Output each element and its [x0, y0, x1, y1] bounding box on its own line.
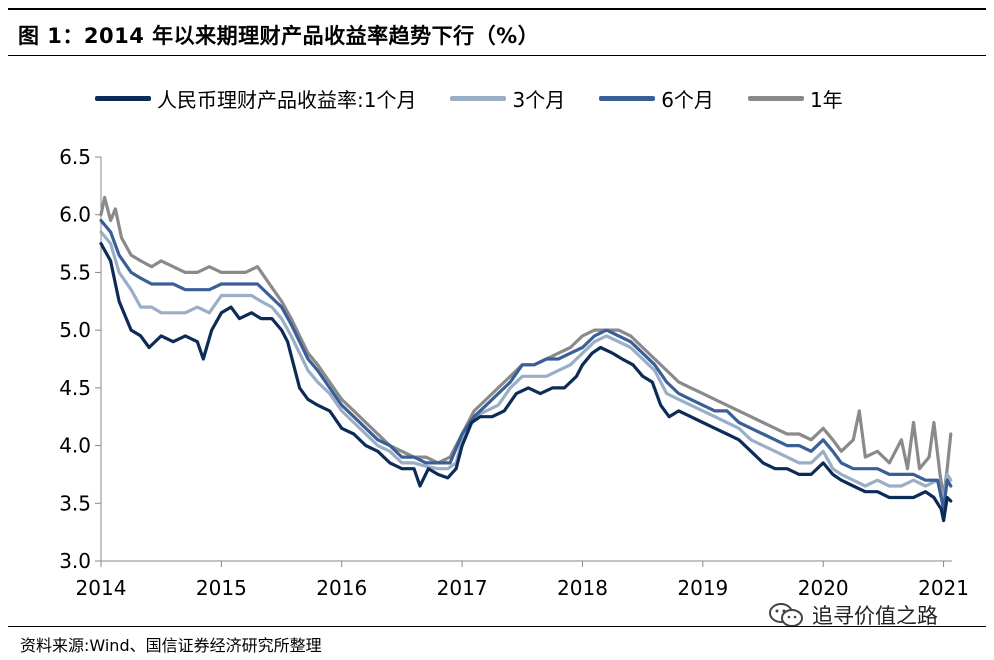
legend-swatch-1m	[95, 96, 151, 101]
y-tick-label: 3.5	[59, 491, 91, 515]
y-tick-label: 4.0	[59, 434, 91, 458]
x-tick-label: 2020	[798, 576, 849, 600]
x-tick-label: 2017	[437, 576, 488, 600]
watermark: 追寻价值之路	[768, 600, 938, 630]
x-tick-label: 2019	[677, 576, 728, 600]
legend-swatch-1y	[747, 96, 804, 101]
legend-item-1m: 人民币理财产品收益率:1个月	[95, 84, 416, 113]
watermark-text: 追寻价值之路	[812, 604, 938, 628]
chart-title: 图 1：2014 年以来期理财产品收益率趋势下行（%）	[18, 24, 540, 48]
x-tick-label: 2021	[918, 576, 969, 600]
chart-legend: 人民币理财产品收益率:1个月 3个月 6个月 1年	[95, 84, 877, 113]
y-tick-label: 6.5	[59, 145, 91, 169]
source-note: 资料来源:Wind、国信证券经济研究所整理	[20, 636, 322, 655]
legend-item-6m: 6个月	[599, 84, 714, 113]
y-tick-label: 4.5	[59, 376, 91, 400]
legend-item-3m: 3个月	[450, 84, 565, 113]
series-line-3m	[99, 230, 953, 505]
title-bar: 图 1：2014 年以来期理财产品收益率趋势下行（%）	[8, 8, 986, 56]
y-tick-label: 3.0	[59, 549, 91, 573]
legend-label-1m: 人民币理财产品收益率:1个月	[157, 88, 417, 112]
y-tick-label: 5.5	[59, 260, 91, 284]
wechat-icon	[769, 603, 803, 627]
y-tick-label: 6.0	[59, 203, 91, 227]
footer-divider	[8, 626, 986, 627]
legend-item-1y: 1年	[747, 84, 843, 113]
legend-label-6m: 6个月	[661, 88, 714, 112]
legend-swatch-3m	[450, 96, 507, 101]
x-tick-label: 2016	[316, 576, 367, 600]
x-tick-label: 2015	[196, 576, 247, 600]
legend-label-1y: 1年	[809, 88, 843, 112]
x-tick-label: 2014	[76, 576, 127, 600]
legend-label-3m: 3个月	[512, 88, 566, 112]
series-line-6m	[99, 218, 953, 511]
x-tick-label: 2018	[557, 576, 608, 600]
series-line-1m	[99, 242, 953, 523]
y-tick-label: 5.0	[59, 318, 91, 342]
legend-swatch-6m	[599, 96, 656, 101]
